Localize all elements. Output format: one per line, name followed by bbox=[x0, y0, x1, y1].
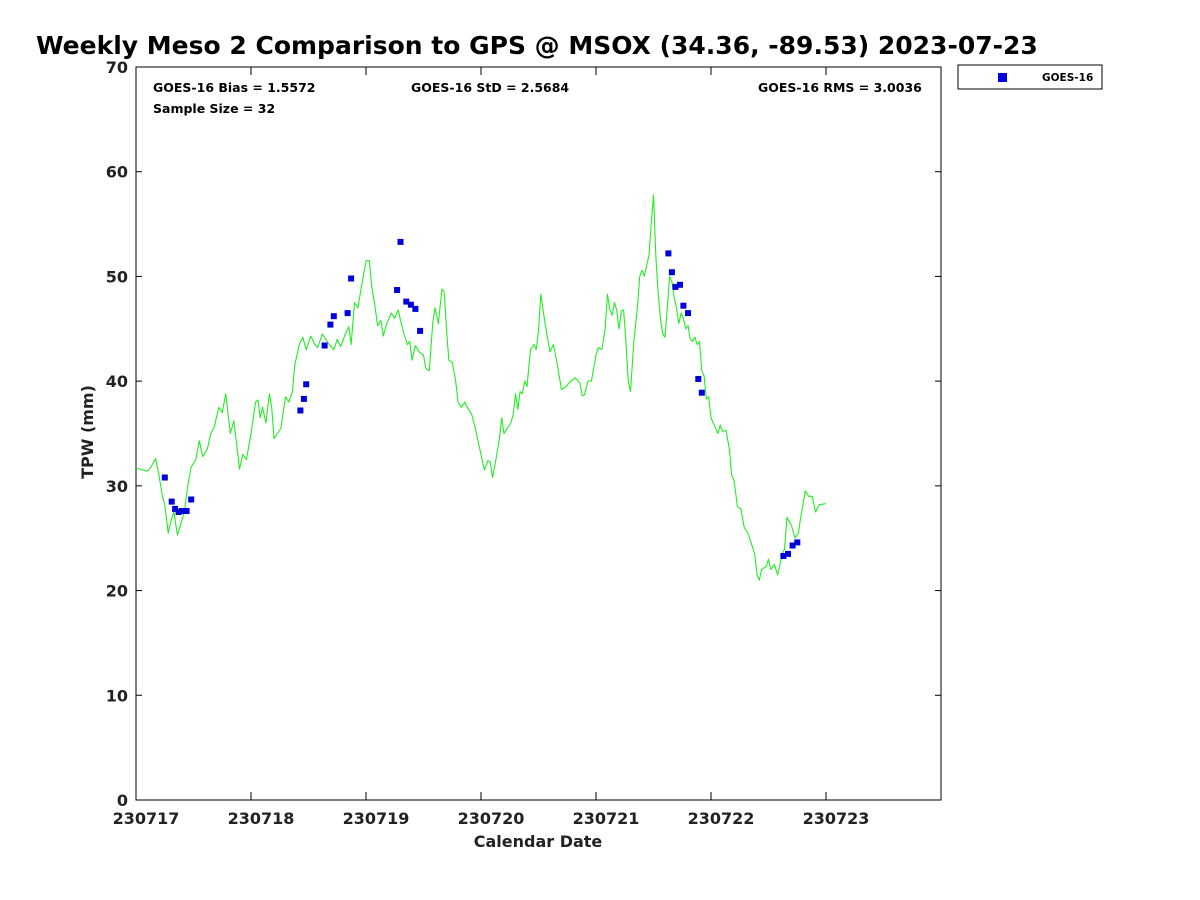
goes16-point bbox=[785, 550, 791, 557]
goes16-point bbox=[685, 310, 691, 317]
goes16-point bbox=[348, 275, 355, 282]
goes16-point bbox=[794, 539, 801, 546]
y-tick-label: 30 bbox=[106, 477, 128, 496]
y-tick-label: 40 bbox=[106, 372, 128, 391]
goes16-point bbox=[407, 301, 414, 308]
goes16-point bbox=[672, 283, 679, 290]
goes16-point bbox=[327, 321, 334, 328]
y-tick-label: 70 bbox=[106, 58, 128, 77]
goes16-point bbox=[780, 553, 787, 559]
x-axis-ticks: 230717 230718 230719 230720 230721 230722 2307… bbox=[113, 67, 870, 828]
std-stat: GOES-16 StD = 2.5684 bbox=[411, 80, 569, 95]
goes16-point bbox=[665, 250, 672, 257]
goes16-point bbox=[168, 498, 175, 505]
goes16-point bbox=[188, 496, 195, 503]
plot-area bbox=[135, 66, 942, 801]
goes16-point bbox=[412, 305, 419, 312]
x-tick-label: 230723 bbox=[803, 809, 870, 828]
goes16-point bbox=[297, 407, 304, 414]
goes16-point bbox=[680, 302, 687, 309]
x-tick-label: 230717 bbox=[113, 809, 180, 828]
goes16-point bbox=[303, 381, 310, 388]
chart-title: Weekly Meso 2 Comparison to GPS @ MSOX (… bbox=[36, 31, 1038, 60]
plot-frame bbox=[135, 66, 942, 801]
goes16-point bbox=[183, 508, 190, 514]
gps-series bbox=[135, 194, 827, 581]
legend-label-goes16: GOES-16 bbox=[1042, 72, 1093, 84]
goes16-point bbox=[330, 313, 337, 320]
goes16-point bbox=[698, 389, 705, 396]
y-tick-label: 60 bbox=[106, 163, 128, 182]
y-axis-ticks: 0 10 20 30 40 50 60 70 bbox=[106, 58, 941, 810]
goes16-point bbox=[175, 509, 182, 515]
x-tick-label: 230718 bbox=[228, 809, 295, 828]
y-axis-label: TPW (mm) bbox=[78, 385, 97, 479]
goes16-point bbox=[344, 310, 351, 317]
x-tick-label: 230719 bbox=[343, 809, 410, 828]
goes16-point bbox=[172, 505, 179, 512]
goes16-point bbox=[397, 238, 404, 245]
goes16-point bbox=[789, 542, 796, 549]
legend-box bbox=[957, 64, 1103, 90]
x-axis-label: Calendar Date bbox=[474, 832, 603, 851]
goes16-point bbox=[161, 474, 168, 481]
y-tick-label: 0 bbox=[117, 791, 128, 810]
y-tick-label: 50 bbox=[106, 267, 128, 286]
goes16-series bbox=[161, 238, 801, 559]
goes16-point bbox=[695, 376, 702, 382]
y-tick-label: 10 bbox=[106, 686, 128, 705]
x-tick-label: 230722 bbox=[688, 809, 755, 828]
y-tick-label: 20 bbox=[106, 582, 128, 601]
goes16-point bbox=[321, 342, 328, 349]
goes16-point bbox=[300, 395, 307, 402]
goes16-point bbox=[403, 298, 410, 305]
x-tick-label: 230721 bbox=[573, 809, 640, 828]
goes16-point bbox=[417, 327, 424, 334]
goes16-point bbox=[394, 287, 401, 293]
goes16-point bbox=[677, 281, 683, 288]
goes16-point bbox=[179, 508, 185, 514]
x-tick-label: 230720 bbox=[458, 809, 525, 828]
bias-stat: GOES-16 Bias = 1.5572 bbox=[153, 80, 315, 95]
legend-marker-goes16 bbox=[998, 73, 1007, 82]
gps-line bbox=[135, 194, 827, 581]
sample-size-stat: Sample Size = 32 bbox=[153, 101, 275, 116]
goes16-point bbox=[668, 269, 675, 276]
legend: GOES-16 bbox=[957, 64, 1103, 90]
rms-stat: GOES-16 RMS = 3.0036 bbox=[758, 80, 922, 95]
